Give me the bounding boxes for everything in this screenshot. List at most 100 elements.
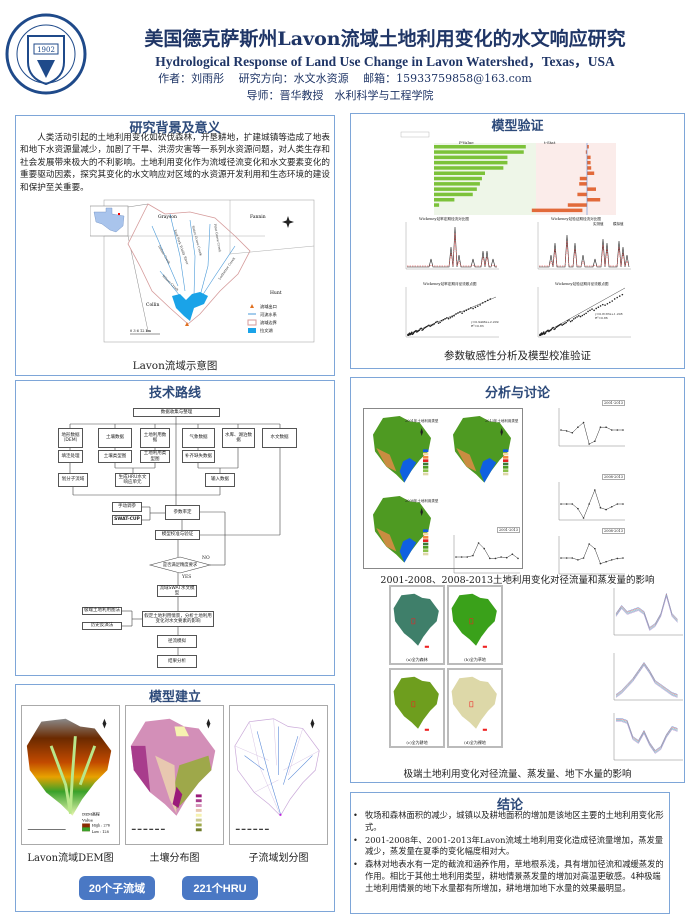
scatter-point xyxy=(449,316,452,319)
data-point xyxy=(560,503,562,505)
svg-text:拉文湖: 拉文湖 xyxy=(260,327,273,334)
data-point xyxy=(505,556,508,559)
scatter-point xyxy=(472,307,474,310)
data-point xyxy=(588,503,590,505)
tstat-bar xyxy=(567,203,587,207)
pvalue-bar xyxy=(434,166,504,170)
flow-box-dem: 地形数据（DEM） xyxy=(58,428,83,448)
scatter-point xyxy=(469,307,472,309)
county-label: Grayson xyxy=(158,214,177,220)
data-point xyxy=(483,547,485,550)
section-title: 模型建立 xyxy=(148,690,201,705)
scatter-point xyxy=(474,306,477,309)
hru-count-button[interactable]: 221个HRU xyxy=(182,876,258,900)
data-point xyxy=(517,557,519,560)
flow-box-collect: 数据收集与整理 xyxy=(133,408,220,417)
scatter-point xyxy=(574,317,577,319)
decision-diamond xyxy=(148,556,212,574)
validation-scatter: Wickeney站验证期月径流散点图 y=0.8183x+1.208 R²=0.… xyxy=(533,282,633,344)
subbasin-count-button[interactable]: 20个子流域 xyxy=(79,876,155,900)
scatter-point xyxy=(455,313,457,315)
landuse-map: 2008年土地利用类型 xyxy=(363,488,443,568)
series-label: 2001-2013 xyxy=(497,527,520,533)
scatter-point xyxy=(453,314,455,317)
scatter-point xyxy=(467,308,470,310)
river-label: Pilot Grove Creek xyxy=(213,223,222,252)
scatter-point xyxy=(562,323,565,326)
scatter-point xyxy=(566,320,569,322)
bar-header-pvalue: P-Value xyxy=(459,140,474,145)
tstat-bar xyxy=(577,192,587,197)
scatter-point xyxy=(486,299,489,302)
scatter-point xyxy=(436,320,438,323)
pvalue-bar xyxy=(434,150,524,154)
series-label: 2008-2013 xyxy=(602,528,625,534)
extreme-landuse-map: (d)全为裸地 xyxy=(447,668,503,748)
flow-box-landuse: 土地利用数据 xyxy=(140,428,170,448)
scatter-point xyxy=(409,333,411,336)
data-point xyxy=(582,557,585,559)
chart-title: Wickeney站率定期径流对比图 xyxy=(419,217,469,221)
data-point xyxy=(594,489,596,491)
conclusion-item: 2001-2008年、2001-2013年Lavon流域土地利用变化造成径流量增… xyxy=(351,835,667,859)
tstat-bar xyxy=(585,150,587,154)
flow-box-meteo: 气象数据 xyxy=(182,428,215,448)
scatter-point xyxy=(585,312,587,315)
pvalue-bar xyxy=(434,203,440,207)
scatter-point xyxy=(489,298,492,300)
data-point xyxy=(571,503,574,505)
data-point xyxy=(582,517,585,519)
scatter-point xyxy=(621,293,624,296)
data-point xyxy=(610,429,613,431)
data-point xyxy=(466,556,469,558)
flow-box-swatcup: SWAT-CUP xyxy=(112,515,142,525)
scatter-point xyxy=(463,310,466,313)
data-point xyxy=(455,556,457,558)
data-point xyxy=(599,506,602,509)
map-title: (b)全为草地 xyxy=(464,657,486,662)
dem-legend-low: Low : 128 xyxy=(92,830,109,834)
data-point xyxy=(577,559,579,561)
scatter-point xyxy=(611,300,614,302)
dem-map: DEM高程 Value High : 276 Low : 128 xyxy=(21,705,120,845)
scatter-point xyxy=(459,311,461,313)
scatter-point xyxy=(423,327,426,329)
scatter-point xyxy=(568,319,570,321)
scatter-point xyxy=(579,315,582,318)
data-point xyxy=(577,426,579,428)
tstat-bar xyxy=(587,187,596,191)
series-label: 2008-2013 xyxy=(602,474,625,480)
county-label: Hunt xyxy=(270,290,282,296)
data-point xyxy=(610,506,613,508)
data-point xyxy=(494,557,497,560)
subbasin-map xyxy=(229,705,328,845)
scatter-point xyxy=(583,313,585,316)
tstat-bar xyxy=(587,155,591,160)
data-point xyxy=(588,543,590,545)
section-title: 技术路线 xyxy=(148,386,201,401)
scatter-point xyxy=(595,307,598,310)
poster-title-en: Hydrological Response of Land Use Change… xyxy=(155,54,615,69)
scatter-point xyxy=(553,328,555,331)
scatter-point xyxy=(451,315,453,318)
flow-box-result: 结果分析 xyxy=(157,655,197,668)
scatter-point xyxy=(561,324,563,326)
landuse-map: 2001年土地利用类型 xyxy=(363,408,443,488)
data-point xyxy=(610,559,613,561)
scatter-point xyxy=(589,309,591,312)
scatter-point xyxy=(484,300,486,303)
scatter-point xyxy=(421,329,423,331)
scatter-point xyxy=(439,321,441,324)
map-title: 2001年土地利用类型 xyxy=(405,419,439,423)
flow-box-history: 历史反演法 xyxy=(82,622,122,630)
svg-text:流域边界: 流域边界 xyxy=(260,319,278,326)
scatter-point xyxy=(426,325,429,327)
scatter-point xyxy=(432,323,434,326)
scatter-point xyxy=(599,305,602,307)
data-point xyxy=(616,503,619,505)
flow-box-runoff: 径流模拟 xyxy=(157,635,197,648)
map-title: (c)全为耕地 xyxy=(406,740,428,745)
scatter-point xyxy=(608,301,611,304)
svg-text:河流水系: 河流水系 xyxy=(260,311,277,318)
